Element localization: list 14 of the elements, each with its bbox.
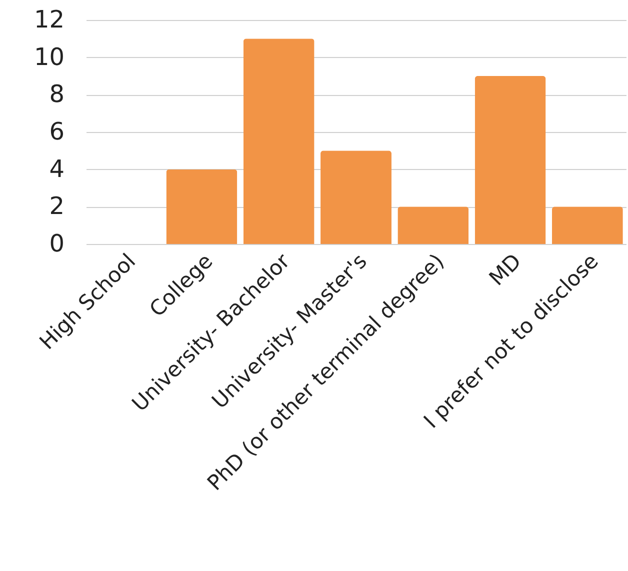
y-tick-label: 10 — [34, 42, 64, 71]
y-tick-label: 4 — [49, 154, 64, 183]
bar — [474, 76, 546, 244]
bar — [320, 150, 392, 244]
y-tick-label: 0 — [49, 230, 64, 258]
x-tick-label: MD — [484, 249, 526, 290]
y-tick-label: 12 — [34, 6, 64, 34]
y-tick-label: 2 — [49, 192, 64, 220]
bar — [166, 169, 238, 244]
y-tick-label: 8 — [49, 80, 64, 108]
bar — [552, 206, 623, 244]
y-tick-label: 6 — [49, 118, 64, 146]
bar — [243, 38, 314, 244]
bar — [398, 206, 469, 244]
